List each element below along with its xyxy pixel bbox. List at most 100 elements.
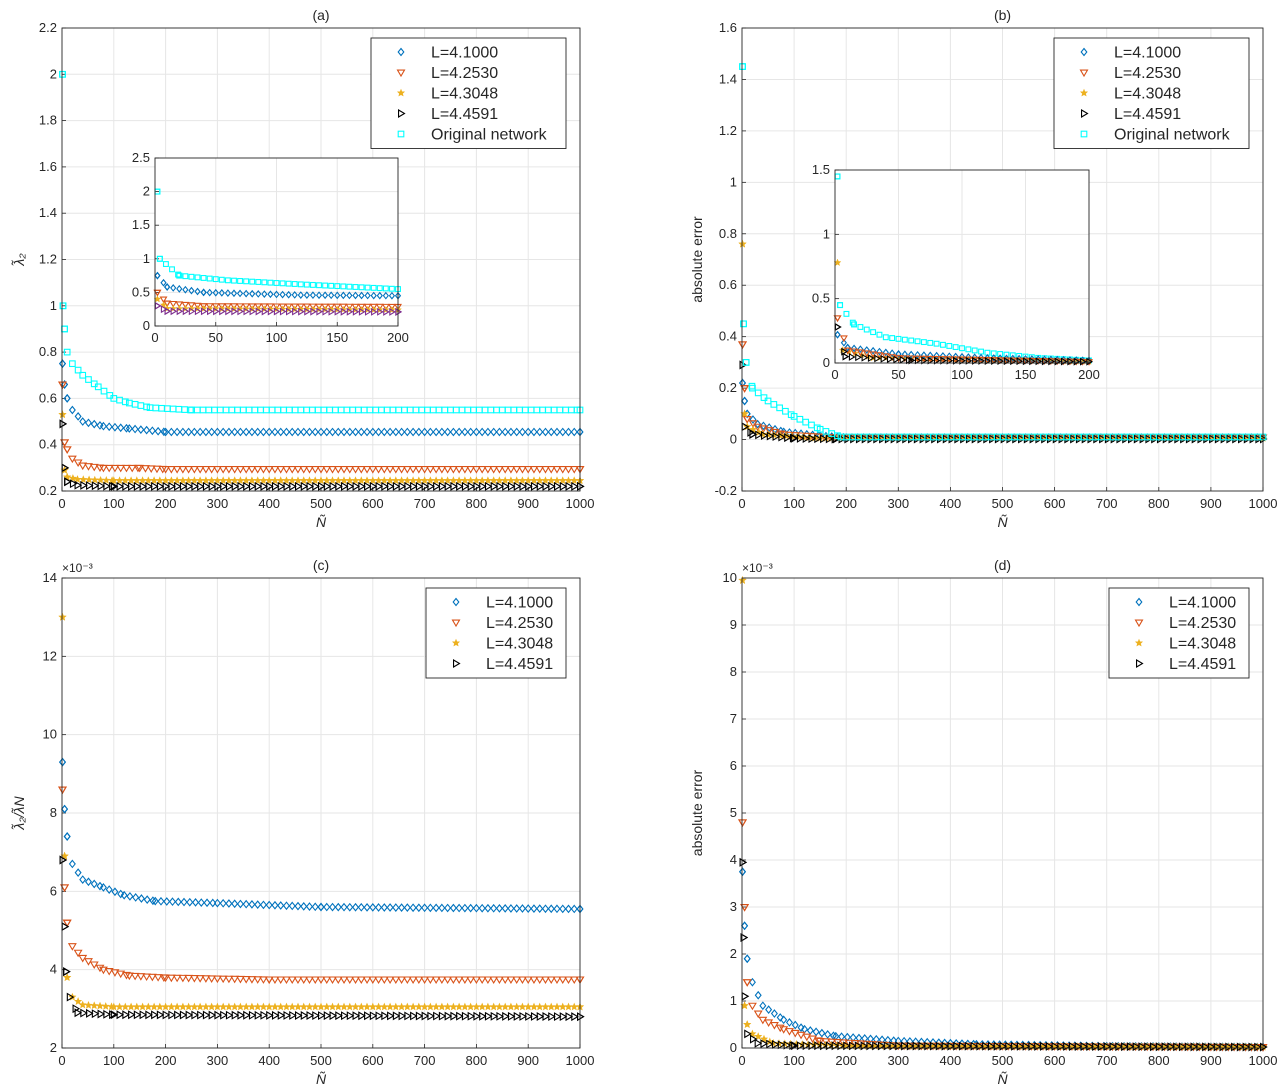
x-tick-label: 200 [835, 1053, 857, 1068]
legend-label: L=4.1000 [1114, 45, 1181, 62]
data-point [285, 307, 293, 316]
data-point [195, 975, 205, 983]
data-point [131, 424, 139, 434]
data-point [160, 278, 167, 287]
data-point [926, 355, 935, 363]
data-point [197, 898, 205, 907]
y-tick-label: 1.8 [39, 113, 57, 128]
data-point [571, 1012, 579, 1022]
data-point [989, 434, 997, 444]
y-tick-label: 1 [50, 298, 57, 313]
data-point [395, 307, 403, 316]
x-tick-label: 600 [362, 1053, 384, 1068]
data-point [166, 466, 176, 474]
x-tick-label: 200 [155, 496, 177, 511]
data-point [237, 278, 243, 284]
data-point [322, 466, 332, 474]
data-point [425, 466, 435, 474]
data-point [857, 345, 864, 354]
x-tick-label: 0 [151, 330, 158, 345]
data-point [808, 434, 817, 444]
data-point [358, 481, 366, 491]
data-point [1012, 434, 1020, 444]
data-point [408, 976, 418, 985]
data-point [789, 1041, 797, 1050]
data-point [130, 972, 140, 981]
data-point [1191, 434, 1200, 444]
data-point [346, 291, 353, 300]
data-point [443, 466, 453, 474]
data-point [740, 933, 749, 943]
data-point [58, 786, 67, 795]
data-point [120, 890, 128, 900]
data-point [249, 289, 256, 298]
data-point [59, 855, 68, 865]
data-point [571, 481, 579, 491]
data-point [230, 289, 238, 298]
data-point [1035, 434, 1043, 444]
data-point [231, 277, 237, 284]
data-point [908, 337, 915, 344]
data-point [759, 1001, 767, 1011]
data-point [179, 481, 188, 491]
data-point [297, 281, 304, 288]
data-point [740, 320, 747, 328]
data-point [162, 261, 169, 267]
data-point [420, 466, 430, 474]
data-point [1059, 358, 1068, 366]
y-tick-label: 1.5 [132, 217, 150, 232]
data-point [209, 898, 217, 908]
data-point [454, 976, 464, 985]
data-point [162, 427, 170, 437]
data-point [316, 976, 326, 985]
data-point [186, 897, 194, 907]
data-point [855, 434, 864, 444]
data-point [261, 290, 268, 298]
data-point [80, 480, 88, 490]
data-point [848, 352, 856, 361]
data-point [740, 385, 750, 393]
data-point [878, 1035, 886, 1045]
data-point [230, 975, 240, 984]
data-point [294, 901, 302, 911]
data-point [389, 307, 397, 316]
y-exponent-label: ×10⁻³ [62, 561, 93, 575]
data-point [438, 1011, 447, 1021]
data-point [124, 972, 134, 981]
data-point [266, 303, 275, 311]
data-point [542, 481, 551, 491]
data-point [225, 307, 232, 316]
data-point [500, 466, 510, 474]
data-point [276, 976, 286, 985]
data-point [259, 900, 267, 910]
data-point [305, 427, 313, 437]
data-point [254, 427, 262, 437]
data-point [122, 464, 131, 473]
data-point [410, 481, 418, 491]
data-point [220, 1010, 228, 1020]
legend-label: L=4.3048 [486, 636, 553, 653]
data-point [176, 272, 183, 279]
x-tick-label: 150 [326, 330, 348, 345]
data-point [837, 302, 844, 309]
data-point [558, 466, 568, 474]
data-point [507, 481, 516, 491]
data-point [977, 434, 986, 444]
data-point [933, 356, 941, 365]
data-point [282, 427, 290, 437]
data-point [194, 274, 201, 281]
data-point [479, 1011, 487, 1021]
y-tick-label: 2 [143, 184, 150, 199]
x-tick-label: 400 [940, 496, 962, 511]
data-point [494, 976, 504, 985]
data-point [977, 353, 985, 362]
data-point [466, 466, 476, 474]
data-point [749, 384, 756, 392]
series-group [833, 173, 1094, 366]
panel-a-inset: 0 50 100 150 200 0 0.5 1 1.5 2 2.5 [132, 150, 409, 345]
y-tick-label: 0 [823, 355, 830, 370]
data-point [1110, 434, 1119, 444]
data-point [213, 898, 221, 908]
data-point [312, 1011, 320, 1021]
data-point [431, 976, 441, 985]
